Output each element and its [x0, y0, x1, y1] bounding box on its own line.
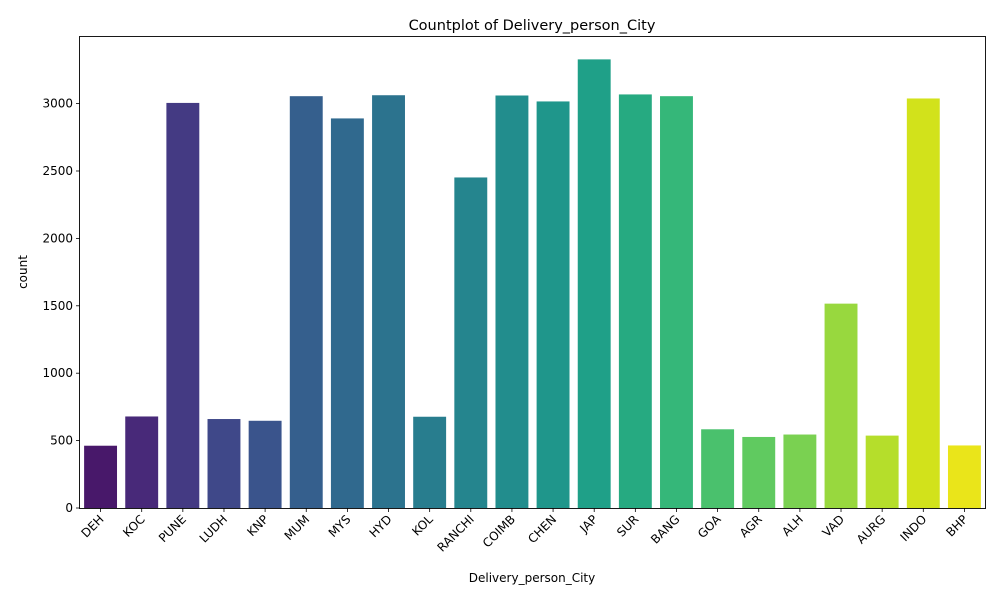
bar-coimb	[495, 95, 529, 508]
x-tick-label: AGR	[737, 512, 765, 540]
bar-ranchi	[454, 177, 488, 508]
y-tick-label: 3000	[42, 97, 73, 111]
bar-koc	[125, 416, 159, 508]
bar-agr	[742, 436, 776, 508]
x-tick-label: HYD	[367, 512, 395, 540]
x-tick-label: JAP	[576, 512, 600, 536]
x-tick-label: BANG	[648, 512, 682, 546]
bar-indo	[906, 98, 940, 508]
x-tick-label: CHEN	[525, 512, 559, 546]
chart-title: Countplot of Delivery_person_City	[409, 18, 656, 34]
y-axis-label: count	[16, 255, 30, 289]
x-tick-label: MUM	[282, 512, 313, 543]
bar-chen	[536, 101, 570, 508]
bar-kol	[413, 416, 447, 508]
x-axis-label: Delivery_person_City	[469, 571, 595, 585]
bar-aurg	[865, 435, 899, 508]
x-tick-label: RANCHI	[435, 512, 477, 554]
x-tick-label: BHP	[943, 512, 970, 539]
bar-goa	[701, 429, 735, 508]
y-tick-label: 2500	[42, 164, 73, 178]
bar-knp	[248, 420, 282, 508]
bar-mum	[289, 96, 323, 509]
x-tick-label: COIMB	[480, 512, 518, 550]
y-tick-label: 0	[65, 501, 73, 515]
x-tick-label: SUR	[614, 512, 641, 539]
bar-jap	[577, 59, 611, 508]
y-tick-label: 2000	[42, 231, 73, 245]
x-tick-label: PUNE	[156, 512, 189, 545]
bar-hyd	[372, 95, 405, 508]
x-tick-label: VAD	[820, 512, 847, 539]
bar-vad	[824, 303, 858, 508]
plot-frame	[79, 36, 986, 509]
bars-group	[84, 59, 981, 509]
bar-mys	[330, 118, 364, 509]
bar-alh	[783, 434, 817, 508]
bar-ludh	[207, 419, 241, 508]
x-tick-label: DEH	[79, 512, 107, 540]
y-tick-label: 1500	[42, 299, 73, 313]
bar-deh	[84, 445, 118, 508]
x-tick-label: LUDH	[197, 512, 230, 545]
x-tick-label: KOL	[409, 512, 436, 539]
x-tick-label: KOC	[120, 512, 148, 540]
x-tick-label: INDO	[897, 512, 929, 544]
y-tick-label: 1000	[42, 366, 73, 380]
y-axis: 0 500 1000 1500 2000 2500 3000	[42, 97, 80, 515]
bar-bhp	[947, 445, 981, 508]
x-tick-label: AURG	[854, 512, 888, 546]
x-tick-label: MYS	[326, 512, 354, 540]
y-tick-label: 500	[50, 434, 73, 448]
x-tick-label: KNP	[244, 512, 271, 539]
bar-bang	[660, 96, 693, 509]
x-tick-label: ALH	[779, 512, 806, 539]
bar-sur	[618, 94, 652, 509]
x-tick-label: GOA	[695, 512, 724, 541]
bar-pune	[166, 102, 200, 509]
